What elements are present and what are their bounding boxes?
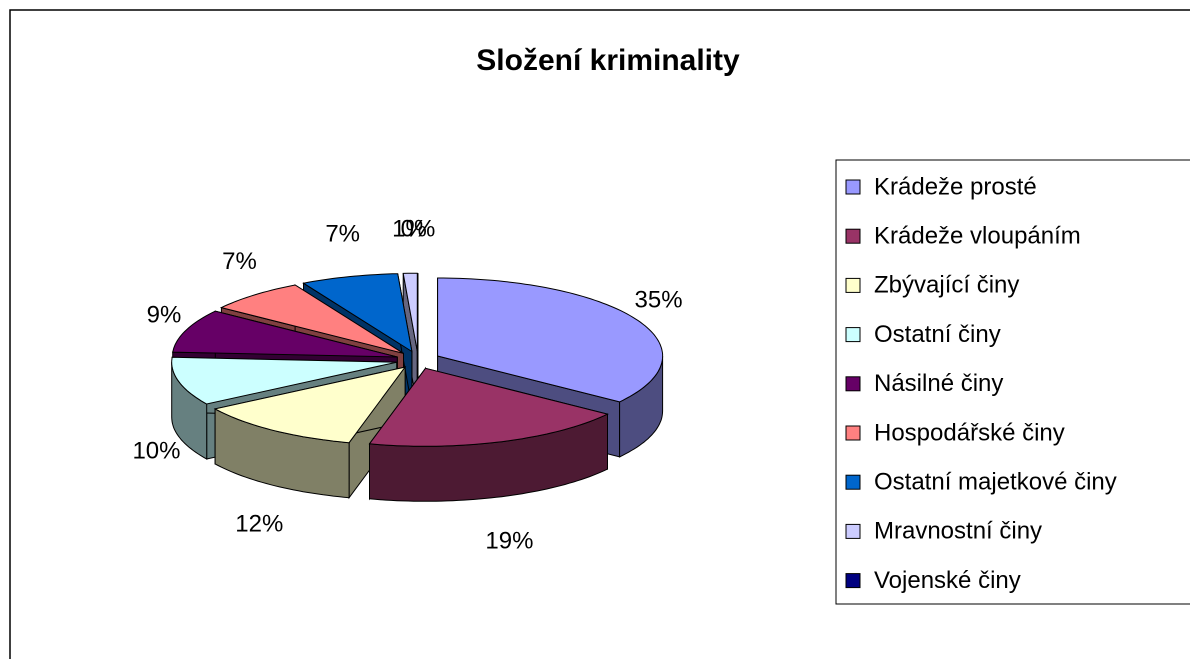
legend-label: Vojenské činy — [874, 567, 1021, 594]
legend-box — [835, 159, 1190, 605]
data-label: 7% — [222, 248, 257, 275]
legend-label: Mravnostní činy — [874, 518, 1042, 545]
legend-swatch — [845, 573, 861, 589]
slice-top — [402, 272, 418, 352]
legend-swatch — [845, 228, 861, 244]
chart-title: Složení kriminality — [476, 44, 740, 77]
slice-top — [172, 310, 398, 358]
data-label: 1% — [392, 215, 427, 242]
legend-label: Zbývající činy — [874, 272, 1019, 299]
slice-top — [219, 284, 404, 354]
slice-top — [171, 356, 397, 405]
slice-top — [437, 277, 664, 403]
pie-slice — [368, 366, 609, 502]
legend-swatch — [845, 523, 861, 539]
legend-swatch — [845, 179, 861, 195]
data-label: 9% — [147, 301, 182, 328]
data-label: 0% — [401, 215, 436, 242]
data-label: 12% — [235, 511, 283, 538]
pie-slice — [213, 365, 407, 500]
legend-swatch — [845, 327, 861, 343]
legend-label: Ostatní majetkové činy — [874, 469, 1117, 496]
legend-swatch — [845, 277, 861, 293]
slice-top — [302, 273, 413, 353]
legend-label: Hospodářské činy — [874, 419, 1065, 446]
legend-label: Násilné činy — [874, 370, 1003, 397]
legend-swatch — [845, 425, 861, 441]
legend-label: Krádeže vloupáním — [874, 223, 1081, 250]
pie — [171, 272, 664, 502]
legend-swatch — [845, 376, 861, 392]
data-label: 19% — [485, 528, 533, 555]
slice-top — [213, 366, 407, 444]
legend-label: Krádeže prosté — [874, 173, 1037, 200]
data-label: 35% — [635, 286, 683, 313]
data-label: 10% — [132, 438, 180, 465]
legend-swatch — [845, 474, 861, 490]
data-label: 7% — [325, 221, 360, 248]
slice-top — [368, 367, 609, 447]
legend-label: Ostatní činy — [874, 321, 1001, 348]
